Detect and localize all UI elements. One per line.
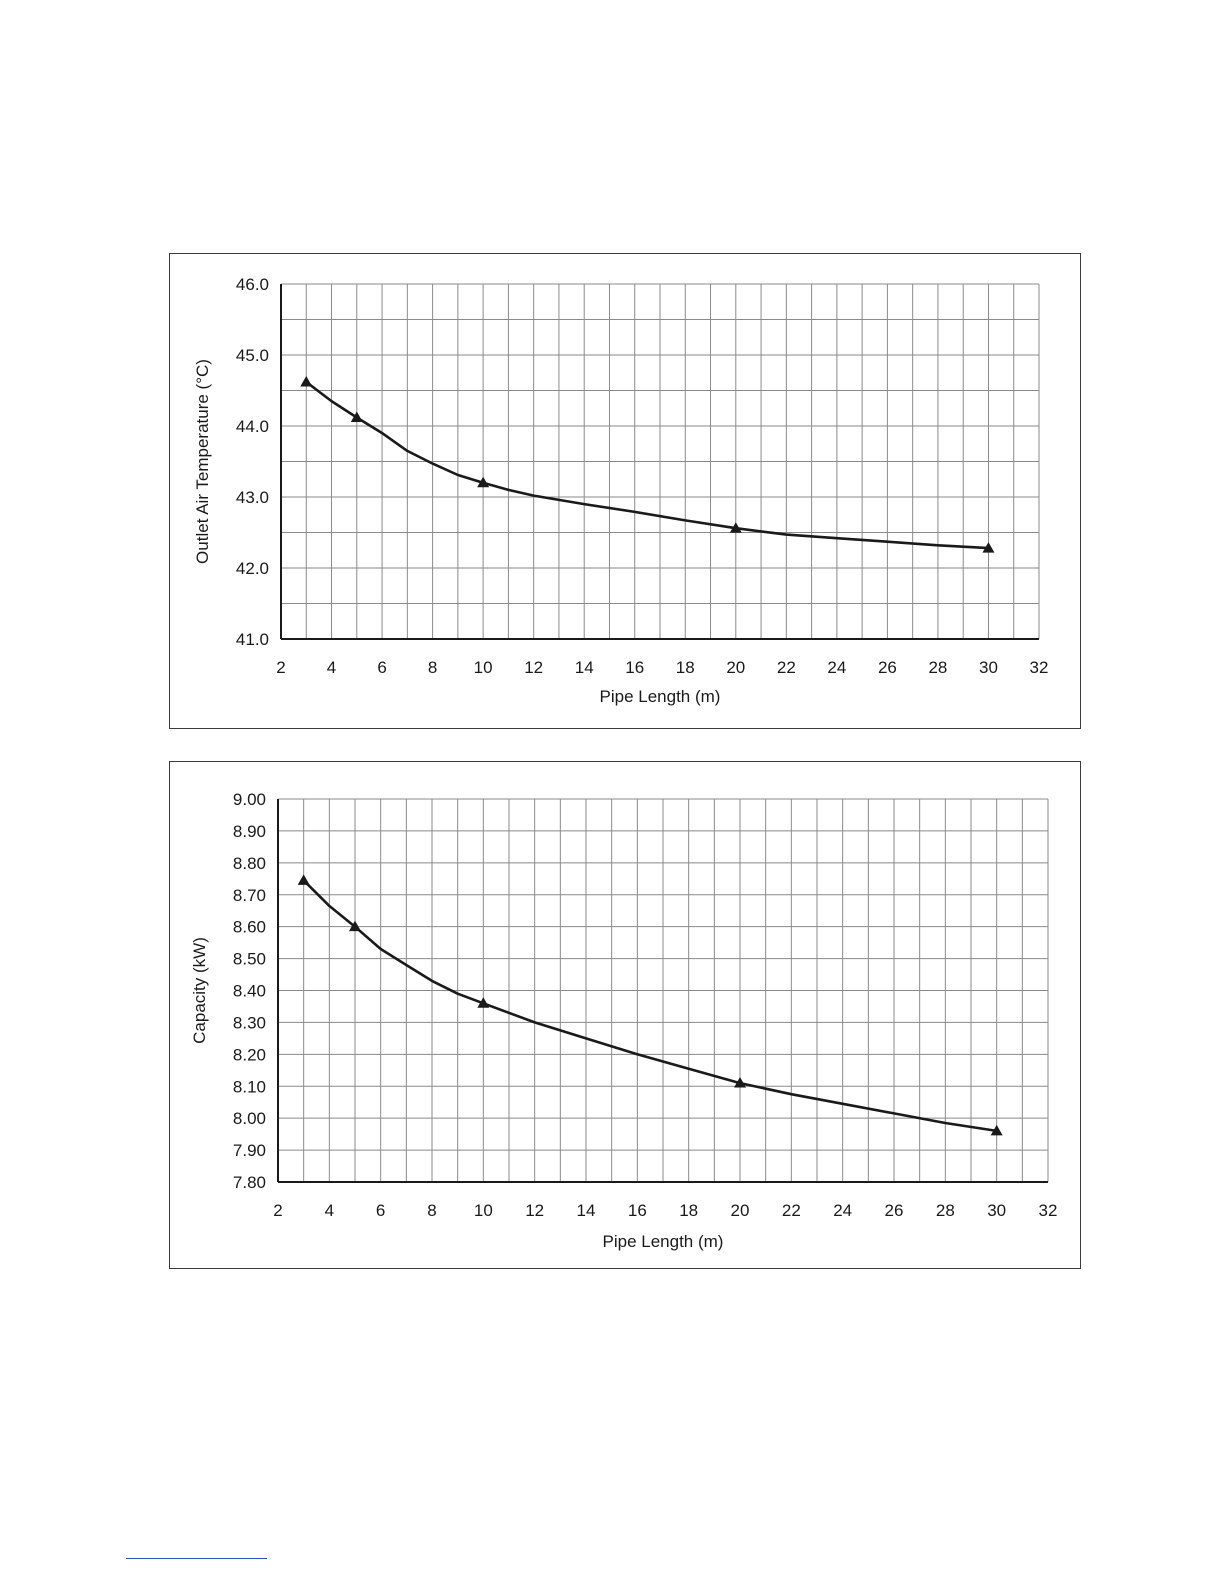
cap-y-tick-label: 9.00 — [233, 790, 266, 809]
temp-data-point-marker — [300, 375, 313, 387]
cap-data-point-marker — [477, 997, 490, 1008]
cap-y-tick-label: 8.40 — [233, 982, 266, 1001]
cap-x-tick-label: 26 — [885, 1201, 904, 1220]
temp-x-tick-label: 24 — [827, 658, 846, 677]
footnote-separator — [126, 1558, 267, 1559]
temp-x-tick-label: 4 — [327, 658, 336, 677]
temp-y-tick-label: 42.0 — [236, 559, 269, 578]
cap-y-tick-label: 8.50 — [233, 950, 266, 969]
cap-x-tick-label: 24 — [833, 1201, 852, 1220]
temp-x-tick-label: 16 — [625, 658, 644, 677]
temp-x-tick-label: 14 — [575, 658, 594, 677]
cap-y-tick-label: 8.00 — [233, 1109, 266, 1128]
cap-data-point-marker — [297, 874, 310, 885]
cap-x-tick-label: 4 — [325, 1201, 334, 1220]
cap-y-tick-label: 8.90 — [233, 822, 266, 841]
temp-y-tick-label: 44.0 — [236, 417, 269, 436]
temp-x-tick-label: 12 — [524, 658, 543, 677]
cap-x-tick-label: 2 — [273, 1201, 282, 1220]
temp-x-tick-label: 28 — [928, 658, 947, 677]
temp-x-tick-label: 32 — [1030, 658, 1049, 677]
temp-y-tick-label: 43.0 — [236, 488, 269, 507]
cap-x-tick-label: 20 — [731, 1201, 750, 1220]
cap-x-tick-label: 32 — [1039, 1201, 1058, 1220]
temp-x-tick-label: 2 — [276, 658, 285, 677]
cap-x-axis-title: Pipe Length (m) — [603, 1232, 724, 1251]
temp-data-point-marker — [350, 411, 363, 422]
cap-x-tick-label: 14 — [577, 1201, 596, 1220]
outlet-temperature-plot: 2 4 6 8 10 12 14 16 18 20 22 24 26 28 30 3241.042.043.0… — [193, 275, 1049, 706]
cap-data-point-marker — [990, 1124, 1003, 1136]
temp-x-tick-label: 6 — [377, 658, 386, 677]
cap-x-tick-label: 22 — [782, 1201, 801, 1220]
capacity-chart: 2 4 6 8 10 12 14 16 18 20 22 24 26 28 30 32 7.80 7.90 8.00… — [169, 761, 1081, 1269]
cap-y-tick-label: 8.70 — [233, 886, 266, 905]
cap-x-tick-label: 12 — [525, 1201, 544, 1220]
cap-y-axis-title: Capacity (kW) — [190, 937, 209, 1044]
temp-data-point-marker — [477, 476, 490, 488]
temp-y-tick-label: 45.0 — [236, 346, 269, 365]
temp-x-tick-label: 22 — [777, 658, 796, 677]
temp-x-axis-title: Pipe Length (m) — [600, 687, 721, 706]
temp-y-tick-label: 41.0 — [236, 630, 269, 649]
temp-x-tick-label: 18 — [676, 658, 695, 677]
outlet-temperature-chart: 2 4 6 8 10 12 14 16 18 20 22 24 26 28 30 32 41.0 42.0 43.0… — [169, 253, 1081, 729]
temp-x-tick-label: 8 — [428, 658, 437, 677]
temp-grid — [280, 283, 1040, 640]
temp-series-line — [305, 380, 989, 550]
cap-x-tick-label: 28 — [936, 1201, 955, 1220]
cap-y-tick-label: 8.60 — [233, 918, 266, 937]
cap-y-tick-label: 8.20 — [233, 1045, 266, 1064]
cap-x-tick-label: 30 — [987, 1201, 1006, 1220]
temp-y-axis-title: Outlet Air Temperature (°C) — [193, 359, 212, 564]
cap-x-tick-label: 8 — [427, 1201, 436, 1220]
cap-x-tick-label: 18 — [679, 1201, 698, 1220]
temp-x-tick-label: 30 — [979, 658, 998, 677]
temp-data-point-marker — [729, 522, 742, 533]
capacity-plot: 2 4 6 8 10 12 14 16 18 20 22 24 26 28 30 327.807.908.00… — [190, 790, 1058, 1251]
cap-x-tick-label: 16 — [628, 1201, 647, 1220]
temp-data-point-marker — [982, 542, 995, 553]
cap-grid — [277, 798, 1049, 1183]
temp-x-tick-label: 20 — [726, 658, 745, 677]
temp-x-tick-label: 26 — [878, 658, 897, 677]
cap-y-tick-label: 8.30 — [233, 1013, 266, 1032]
cap-y-tick-label: 7.90 — [233, 1141, 266, 1160]
cap-data-point-marker — [349, 920, 361, 932]
cap-y-tick-label: 8.80 — [233, 854, 266, 873]
cap-data-point-marker — [734, 1077, 746, 1088]
temp-x-tick-label: 10 — [474, 658, 493, 677]
cap-x-tick-label: 6 — [376, 1201, 385, 1220]
cap-x-tick-label: 10 — [474, 1201, 493, 1220]
cap-series-line — [302, 879, 997, 1133]
cap-y-tick-label: 8.10 — [233, 1077, 266, 1096]
temp-y-tick-label: 46.0 — [236, 275, 269, 294]
cap-y-tick-label: 7.80 — [233, 1173, 266, 1192]
